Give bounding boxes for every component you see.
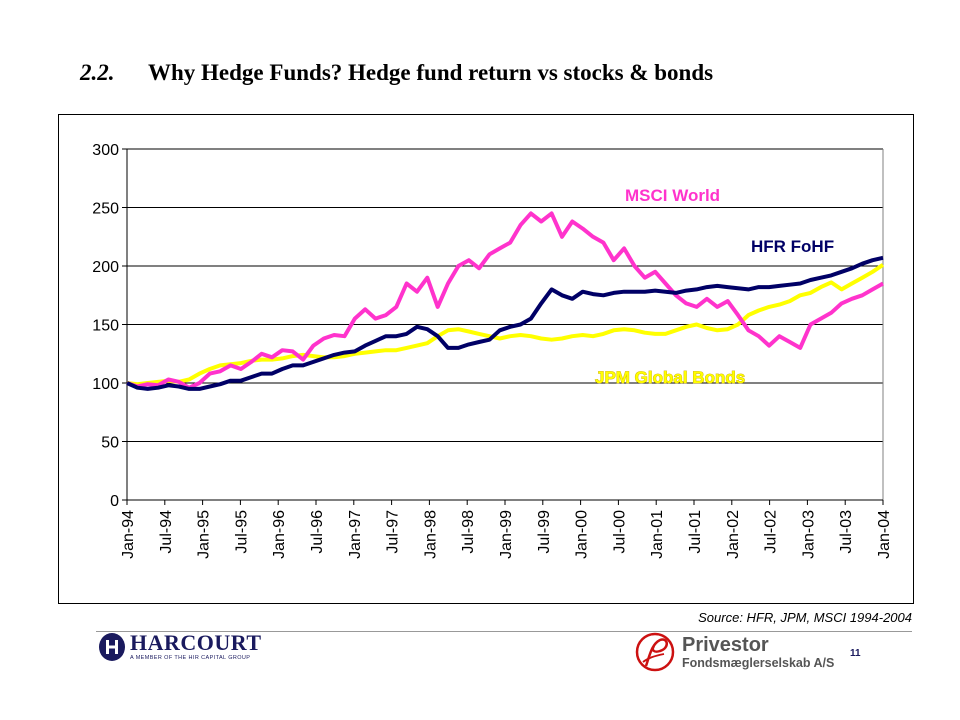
- x-tick-label: Jul-97: [385, 510, 402, 554]
- x-tick-label: Jul-03: [838, 510, 855, 554]
- privestor-logo: Privestor Fondsmæglerselskab A/S: [634, 632, 834, 672]
- line-chart: 0 50 100 150 200 250 300 Jan-94 Jul-94 Jan-95 Jul-…: [92, 142, 893, 559]
- x-tick-label: Jul-99: [536, 510, 553, 554]
- harcourt-logo: HARCOURT A MEMBER OF THE HIR CAPITAL GRO…: [98, 632, 262, 662]
- harcourt-h-logo-icon: [99, 633, 125, 661]
- slide-number: 2.2.: [80, 60, 115, 85]
- y-tick-label: 100: [92, 376, 119, 393]
- annotation-hfr-fohf: HFR FoHF: [751, 237, 834, 256]
- x-tick-label: Jul-96: [309, 510, 326, 554]
- y-tick-label: 150: [92, 318, 119, 335]
- x-tick-label: Jul-95: [233, 510, 250, 554]
- series-lines: [126, 211, 885, 391]
- x-tick-label: Jan-01: [649, 510, 666, 559]
- x-tick-label: Jan-02: [725, 510, 742, 559]
- series-annotations: MSCI World HFR FoHF JPM Global Bonds: [595, 186, 834, 387]
- y-tick-label: 50: [101, 435, 119, 452]
- x-tick-label: Jul-01: [687, 510, 704, 554]
- x-tick-label: Jul-02: [763, 510, 780, 554]
- x-tick-label: Jan-03: [800, 510, 817, 559]
- gridlines: [127, 148, 883, 442]
- x-tick-label: Jan-94: [120, 510, 137, 559]
- annotation-jpm-global-bonds: JPM Global Bonds: [595, 368, 745, 387]
- privestor-p-logo-icon: [635, 632, 675, 672]
- slide-title-text: Why Hedge Funds? Hedge fund return vs st…: [148, 60, 714, 85]
- x-tick-label: Jul-98: [460, 510, 477, 554]
- source-note: Source: HFR, JPM, MSCI 1994-2004: [698, 610, 912, 625]
- series-line-msci-world: [126, 211, 884, 390]
- series-line-hfr-fohf: [126, 255, 884, 391]
- x-tick-label: Jan-00: [574, 510, 591, 559]
- y-tick-label: 250: [92, 201, 119, 218]
- x-tick-label: Jan-95: [196, 510, 213, 559]
- harcourt-brand: HARCOURT: [130, 630, 262, 655]
- x-tick-label: Jan-99: [498, 510, 515, 559]
- x-tick-label: Jul-94: [158, 510, 175, 554]
- privestor-brand: Privestor: [682, 633, 769, 656]
- harcourt-tagline: A MEMBER OF THE HIR CAPITAL GROUP: [130, 655, 251, 661]
- slide-title: 2.2. Why Hedge Funds? Hedge fund return v…: [80, 60, 713, 86]
- y-tick-label: 200: [92, 259, 119, 276]
- x-tick-label: Jul-00: [611, 510, 628, 554]
- y-tick-label: 0: [110, 493, 119, 510]
- x-tick-label: Jan-97: [347, 510, 364, 559]
- y-tick-label: 300: [92, 142, 119, 159]
- privestor-tagline: Fondsmæglerselskab A/S: [682, 655, 835, 670]
- x-tick-label: Jan-98: [422, 510, 439, 559]
- page-number: 11: [850, 648, 861, 659]
- footer-divider: [96, 631, 912, 632]
- x-tick-label: Jan-96: [271, 510, 288, 559]
- axes: 0 50 100 150 200 250 300 Jan-94 Jul-94 Jan-95 Jul-…: [92, 142, 893, 559]
- x-tick-label: Jan-04: [876, 510, 893, 559]
- annotation-msci-world: MSCI World: [625, 186, 720, 205]
- chart-frame: 0 50 100 150 200 250 300 Jan-94 Jul-94 Jan-95 Jul-…: [58, 114, 914, 604]
